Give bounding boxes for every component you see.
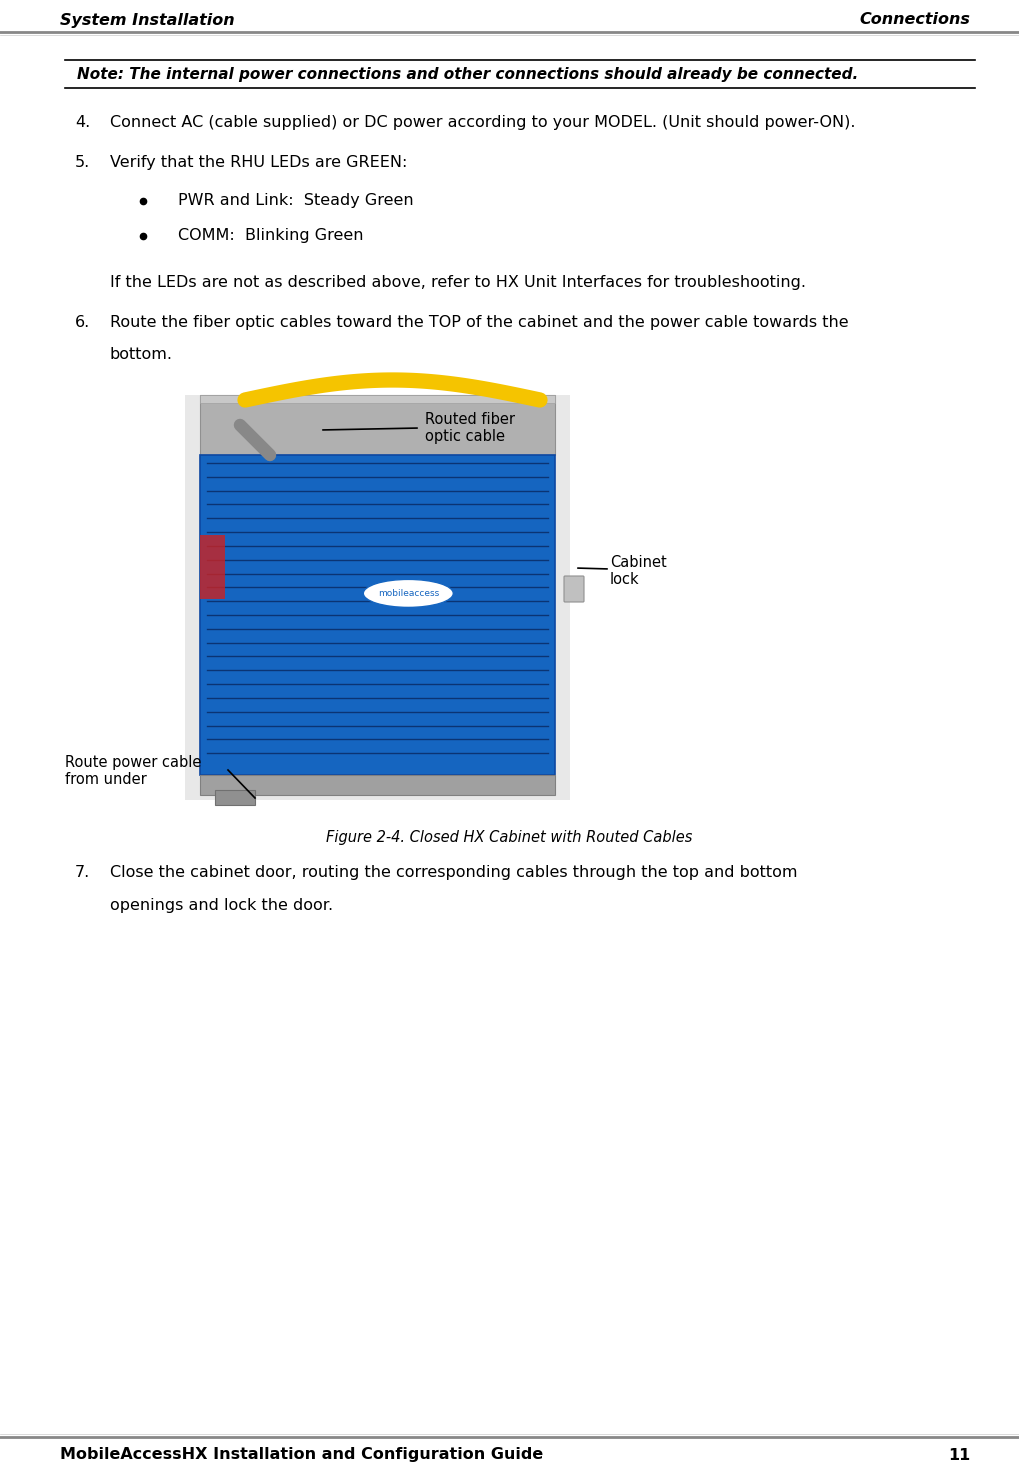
Text: Verify that the RHU LEDs are GREEN:: Verify that the RHU LEDs are GREEN: bbox=[110, 155, 408, 169]
FancyBboxPatch shape bbox=[564, 576, 584, 602]
Text: COMM:  Blinking Green: COMM: Blinking Green bbox=[178, 228, 364, 243]
Bar bbox=[200, 394, 555, 403]
Text: bottom.: bottom. bbox=[110, 347, 173, 362]
Text: Route the fiber optic cables toward the TOP of the cabinet and the power cable t: Route the fiber optic cables toward the … bbox=[110, 315, 849, 330]
Bar bbox=[215, 790, 255, 805]
Text: 5.: 5. bbox=[75, 155, 91, 169]
Text: Figure 2-4. Closed HX Cabinet with Routed Cables: Figure 2-4. Closed HX Cabinet with Route… bbox=[326, 830, 692, 845]
Text: Close the cabinet door, routing the corresponding cables through the top and bot: Close the cabinet door, routing the corr… bbox=[110, 866, 798, 880]
Text: Note: The internal power connections and other connections should already be con: Note: The internal power connections and… bbox=[77, 66, 858, 81]
Text: 11: 11 bbox=[948, 1447, 970, 1463]
Text: Connections: Connections bbox=[859, 12, 970, 28]
Ellipse shape bbox=[364, 580, 453, 608]
Text: If the LEDs are not as described above, refer to HX Unit Interfaces for troubles: If the LEDs are not as described above, … bbox=[110, 275, 806, 290]
Text: Connect AC (cable supplied) or DC power according to your MODEL. (Unit should po: Connect AC (cable supplied) or DC power … bbox=[110, 115, 856, 130]
Bar bbox=[200, 455, 555, 774]
Text: Route power cable
from under: Route power cable from under bbox=[65, 755, 202, 788]
Bar bbox=[200, 774, 555, 795]
Text: 4.: 4. bbox=[75, 115, 91, 130]
Bar bbox=[200, 534, 225, 599]
Bar bbox=[185, 394, 570, 799]
Text: MobileAccessHX Installation and Configuration Guide: MobileAccessHX Installation and Configur… bbox=[60, 1447, 543, 1463]
Text: Routed fiber
optic cable: Routed fiber optic cable bbox=[425, 412, 515, 445]
Text: 6.: 6. bbox=[75, 315, 91, 330]
Text: 7.: 7. bbox=[75, 866, 91, 880]
Bar bbox=[200, 394, 555, 455]
Text: PWR and Link:  Steady Green: PWR and Link: Steady Green bbox=[178, 193, 414, 208]
Text: Cabinet
lock: Cabinet lock bbox=[610, 555, 666, 587]
Text: System Installation: System Installation bbox=[60, 12, 234, 28]
Text: openings and lock the door.: openings and lock the door. bbox=[110, 898, 333, 913]
Text: mobileaccess: mobileaccess bbox=[378, 589, 439, 598]
